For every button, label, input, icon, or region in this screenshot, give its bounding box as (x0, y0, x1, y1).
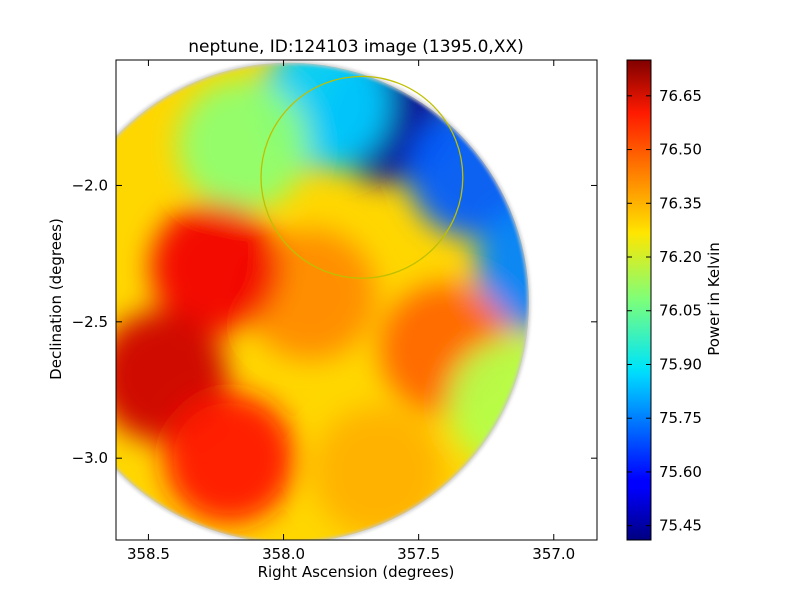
colorbar-label: Power in Kelvin (705, 242, 723, 356)
colorbar-tick-label: 76.50 (659, 141, 702, 159)
colorbar-tick-label: 76.20 (659, 248, 702, 266)
colorbar-tick-label: 75.45 (659, 517, 702, 535)
colorbar-tick-label: 75.90 (659, 355, 702, 373)
y-tick-label: −2.5 (72, 313, 108, 331)
colorbar (626, 59, 652, 541)
x-tick-label: 358.0 (262, 545, 305, 563)
y-tick-label: −2.0 (72, 176, 108, 194)
field-samples (116, 62, 529, 538)
field-sample-2 (474, 201, 529, 333)
field-sample-6 (150, 201, 282, 333)
y-axis-ticks: −2.0 −2.5 −3.0 (72, 176, 597, 467)
y-tick-label: −3.0 (72, 449, 108, 467)
field-sample-11 (447, 338, 529, 470)
field-sample-1 (407, 106, 529, 238)
x-tick-label: 358.5 (127, 545, 170, 563)
colorbar-tick-label: 75.75 (659, 409, 702, 427)
plot-frame (115, 59, 598, 541)
heatmap-field (116, 62, 529, 540)
colorbar-tick-label: 76.35 (659, 194, 702, 212)
x-axis-ticks: 358.5 358.0 357.5 357.0 (127, 60, 575, 563)
colorbar-ticks: 75.45 75.60 75.75 75.90 76.05 76.20 76.35 76.50… (627, 87, 702, 535)
x-tick-label: 357.5 (397, 545, 440, 563)
field-edge (116, 61, 531, 540)
y-axis-label: Declination (degrees) (47, 218, 65, 380)
x-tick-label: 357.0 (532, 545, 575, 563)
colorbar-tick-label: 75.60 (659, 463, 702, 481)
field-sample-4 (177, 79, 309, 210)
colorbar-tick-label: 76.05 (659, 302, 702, 320)
chart-title: neptune, ID:124103 image (1395.0,XX) (188, 37, 523, 57)
colorbar-tick-label: 76.65 (659, 87, 702, 105)
x-axis-label: Right Ascension (degrees) (258, 563, 455, 581)
plot-area (116, 61, 531, 540)
field-sample-8 (164, 392, 295, 524)
field-paint (116, 62, 529, 540)
annotation-circle (260, 75, 464, 279)
field-sample-9 (312, 406, 444, 538)
